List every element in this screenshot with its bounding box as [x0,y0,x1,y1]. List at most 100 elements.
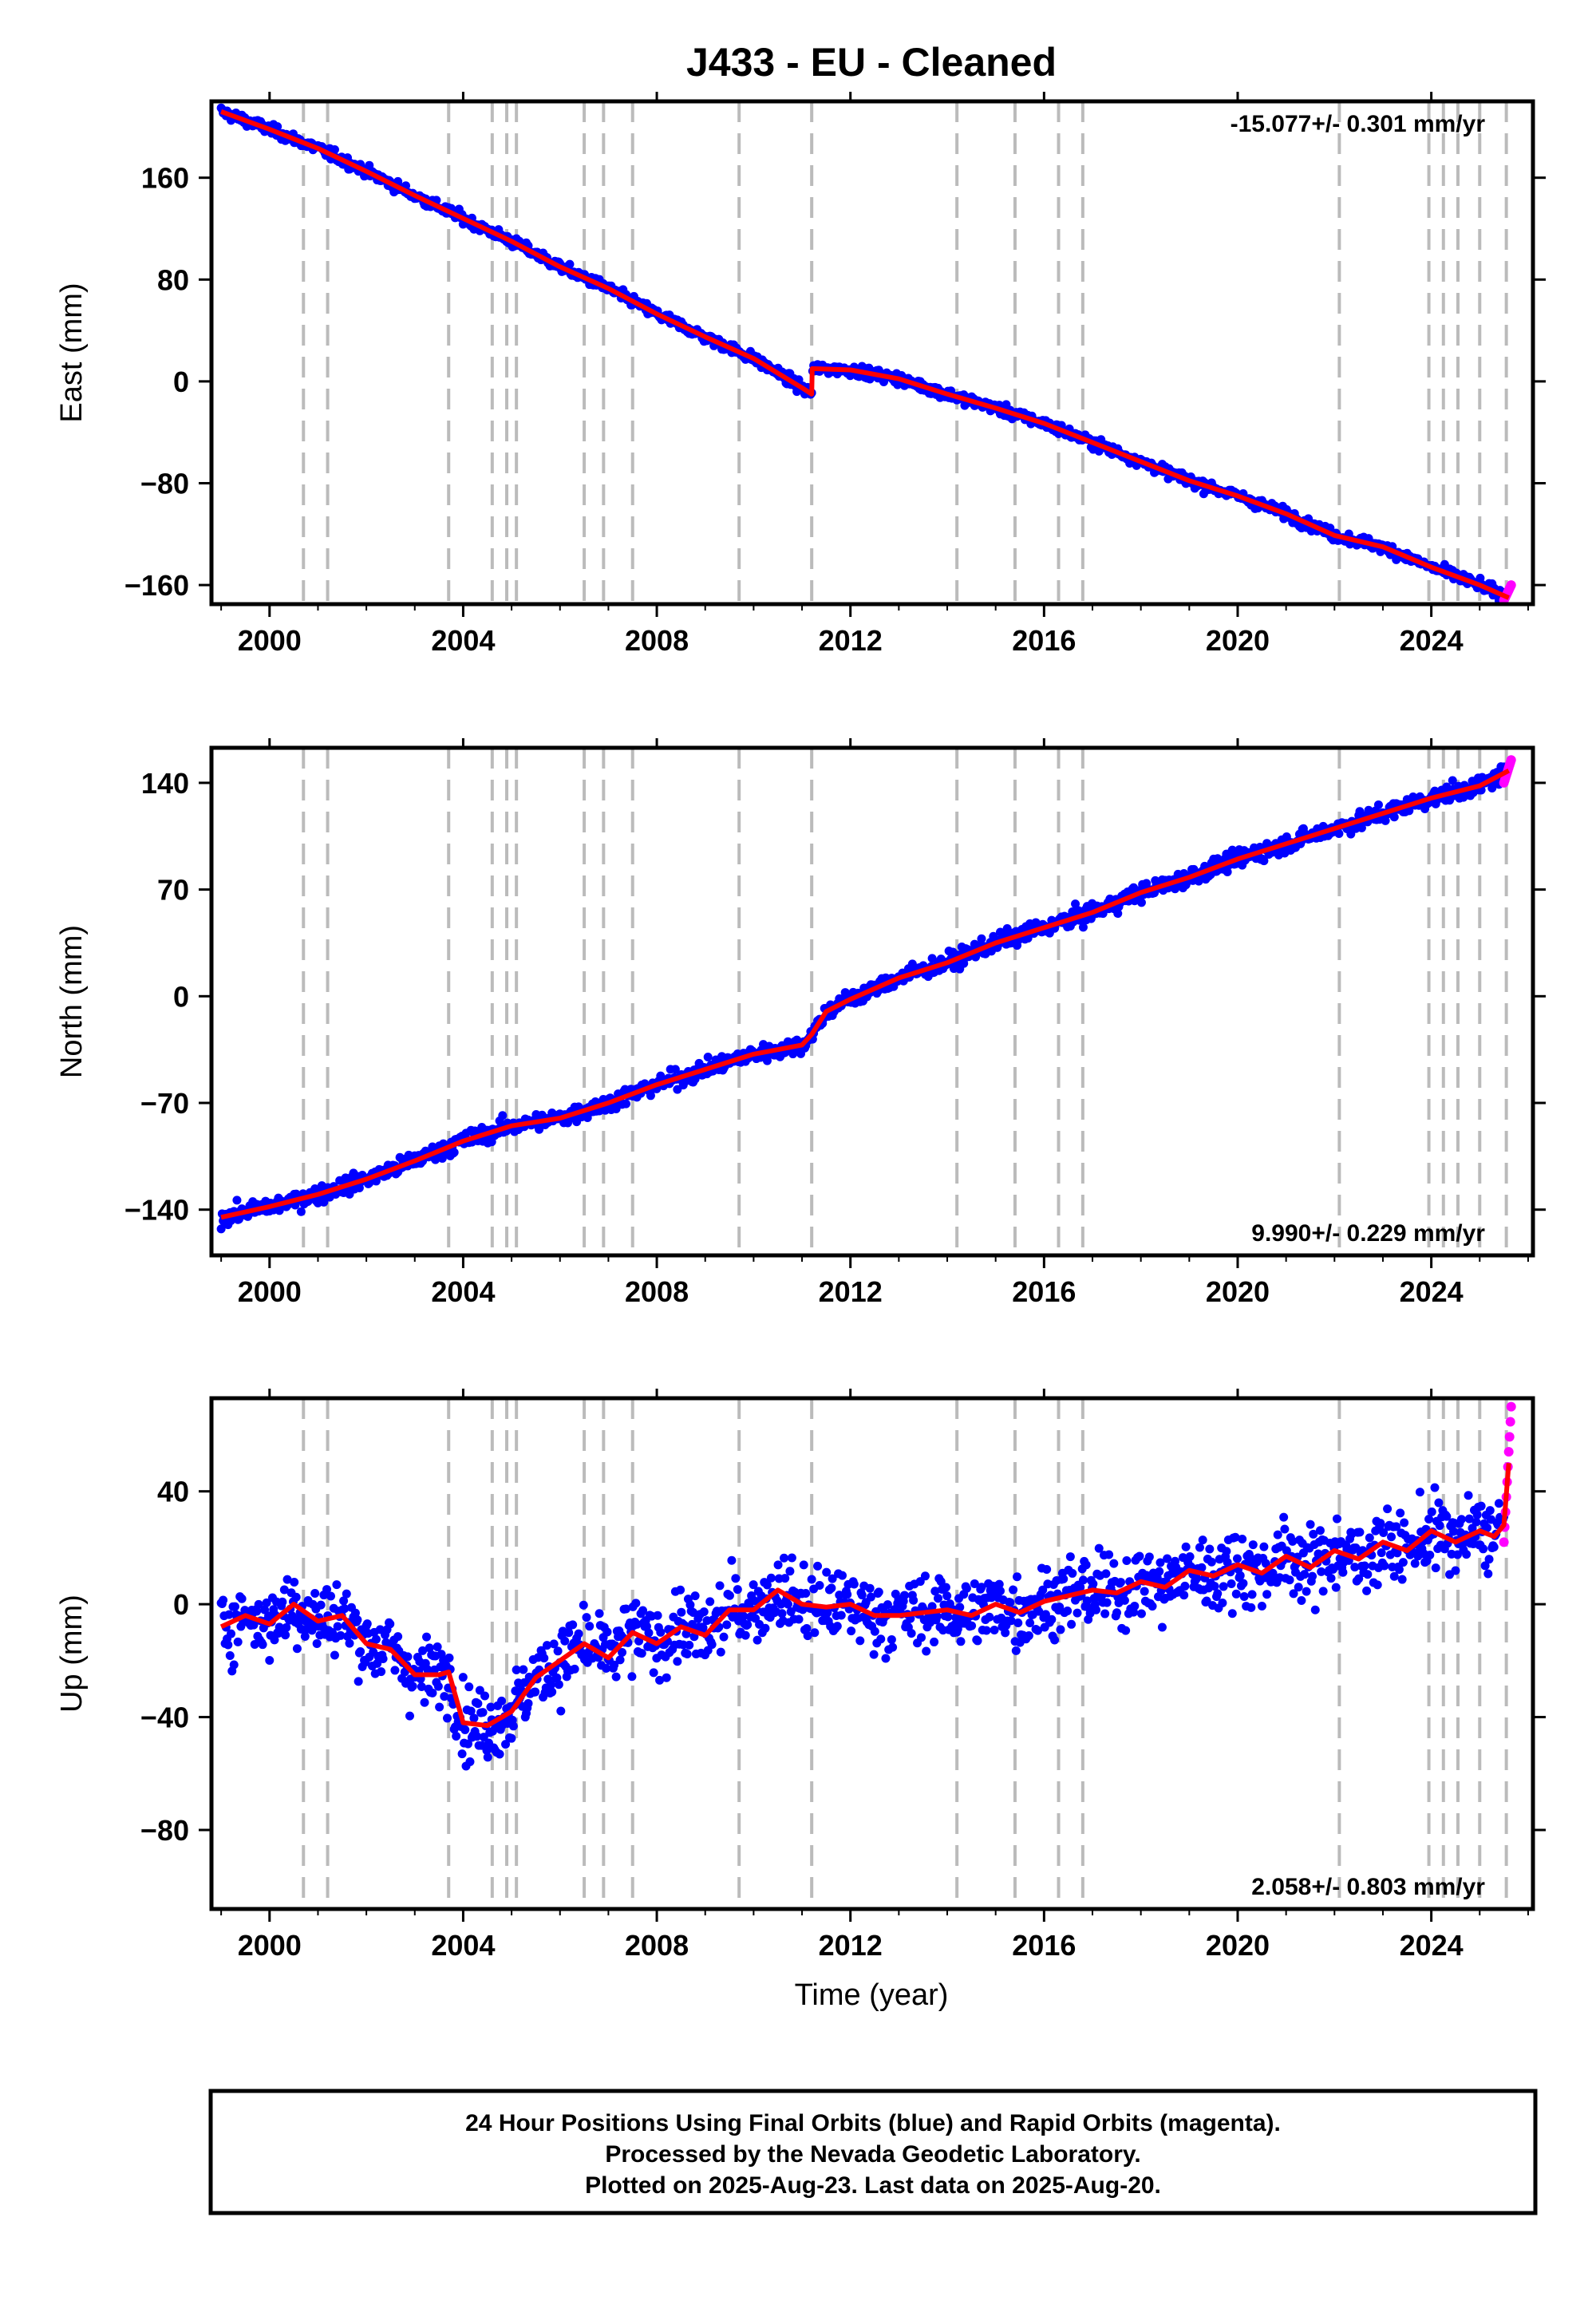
final-orbit-point [1425,1551,1435,1560]
final-orbit-point [1130,1601,1140,1611]
final-orbit-point [716,1647,725,1657]
final-orbit-point [1289,1589,1298,1599]
final-orbit-point [741,1630,750,1640]
final-orbit-point [888,1642,898,1652]
final-orbit-point [249,1620,259,1630]
final-orbit-point [469,1713,479,1723]
final-orbit-point [1415,1488,1424,1497]
y-tick-label: −140 [124,1194,189,1227]
final-orbit-point [1102,1598,1112,1607]
final-orbit-point [1379,1528,1389,1537]
final-orbit-point [1389,1571,1399,1581]
final-orbit-point [482,1745,492,1755]
x-tick-label: 2020 [1206,1929,1270,1962]
final-orbit-point [739,1611,749,1621]
final-orbit-point [1279,1512,1289,1522]
final-orbit-point [707,1640,717,1650]
final-orbit-point [1476,1501,1486,1511]
y-axis-label: North (mm) [55,925,89,1078]
final-orbit-point [1282,1546,1291,1555]
rapid-orbit-point [1505,1417,1515,1427]
final-orbit-point [501,1740,511,1749]
x-tick-label: 2004 [431,624,495,657]
final-orbit-point [1456,1515,1466,1524]
final-orbit-point [353,1615,362,1625]
final-orbit-point [753,1635,762,1645]
final-orbit-point [273,122,282,132]
final-orbit-point [458,1673,468,1682]
final-orbit-point [1435,1521,1444,1531]
rate-label: 9.990+/- 0.229 mm/yr [1251,1220,1485,1247]
final-orbit-point [340,1604,350,1614]
x-tick-label: 2020 [1206,1275,1270,1308]
final-orbit-point [705,1597,715,1607]
final-orbit-point [1056,1625,1065,1634]
final-orbit-point [531,1687,540,1697]
final-orbit-point [1427,1507,1436,1516]
final-orbit-point [1288,1536,1298,1546]
x-tick-label: 2004 [431,1275,495,1308]
final-orbit-point [428,1688,437,1697]
final-orbit-point [296,1207,306,1216]
final-orbit-point [1360,1561,1369,1571]
final-orbit-point [1192,1574,1202,1583]
y-tick-label: 70 [157,874,189,907]
y-tick-label: 40 [157,1476,189,1508]
final-orbit-point [699,1607,709,1617]
final-orbit-point [1232,1554,1242,1563]
final-orbit-point [339,1596,349,1606]
x-tick-label: 2024 [1400,1929,1464,1962]
final-orbit-point [1092,1605,1101,1614]
final-orbit-point [794,1614,804,1624]
final-orbit-point [568,1620,578,1630]
rapid-orbit-point [1504,1432,1515,1442]
final-orbit-point [1050,1635,1060,1645]
final-orbit-point [1310,1605,1320,1614]
final-orbit-point [855,1636,865,1646]
final-orbit-point [1140,1587,1149,1596]
final-orbit-point [649,1668,658,1678]
final-orbit-point [408,1682,417,1691]
final-orbit-point [1448,1527,1458,1536]
final-orbit-point [1239,1591,1249,1601]
final-orbit-point [847,1626,856,1636]
final-orbit-point [1350,1563,1360,1572]
final-orbit-point [1354,1574,1364,1583]
final-orbit-point [749,1580,758,1590]
final-orbit-point [994,1579,1004,1589]
final-orbit-point [936,1577,946,1587]
final-orbit-point [1112,1608,1122,1618]
up-panel: 2000 2004 2008 2012 2016 2020 2024 40 0 −40 −80 Up … [55,1389,1546,1962]
rapid-orbit-point [1506,755,1516,765]
final-orbit-point [777,1609,787,1618]
final-orbit-point [883,1600,892,1610]
final-orbit-point [539,1654,549,1663]
final-orbit-point [970,1579,979,1588]
final-orbit-point [638,1606,648,1615]
final-orbit-point [1365,1533,1374,1543]
final-orbit-point [1100,1609,1110,1618]
final-orbit-point [843,1590,852,1599]
final-orbit-point [512,1665,521,1674]
final-orbit-point [990,1625,999,1634]
final-orbit-point [1207,1557,1216,1567]
final-orbit-point [1472,1517,1481,1527]
final-orbit-point [1076,1583,1085,1592]
final-orbit-point [973,1636,982,1646]
final-orbit-point [1294,1583,1303,1592]
final-orbit-point [865,1583,875,1593]
final-orbit-point [574,1629,583,1638]
final-orbit-point [1205,1544,1215,1554]
final-orbit-point [656,1627,666,1637]
final-orbit-point [278,1597,287,1607]
final-orbit-point [219,1595,228,1605]
final-orbit-point [766,1573,776,1583]
final-orbit-point [1452,1550,1462,1559]
final-orbit-point [547,1687,557,1697]
final-orbit-point [881,1654,891,1663]
final-orbit-point [224,1610,234,1619]
final-orbit-point [546,1680,555,1690]
final-orbit-point [443,1713,452,1723]
final-orbit-point [265,1656,275,1666]
final-orbit-point [1047,1614,1057,1624]
